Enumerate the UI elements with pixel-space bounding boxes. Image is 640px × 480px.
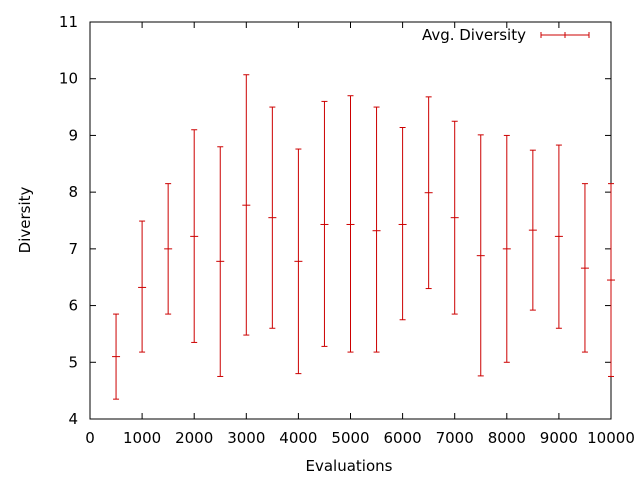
error-bar: [424, 96, 433, 290]
x-tick-label: 6000: [384, 429, 422, 447]
y-tick-label: 5: [68, 353, 78, 371]
error-bar: [268, 106, 277, 329]
error-bar: [372, 106, 381, 353]
error-bar: [242, 74, 251, 336]
error-bar: [580, 183, 589, 353]
x-tick-label: 5000: [331, 429, 369, 447]
y-tick-label: 9: [68, 126, 78, 144]
error-bar: [476, 134, 485, 377]
error-bar: [216, 146, 225, 377]
x-axis-label: Evaluations: [306, 457, 393, 475]
x-tick-label: 4000: [279, 429, 317, 447]
error-bar: [450, 120, 459, 315]
x-tick-label: 9000: [540, 429, 578, 447]
y-tick-label: 4: [68, 410, 78, 428]
error-bar: [398, 126, 407, 321]
error-bar: [190, 129, 199, 343]
error-bar: [294, 148, 303, 375]
error-bar: [164, 183, 173, 315]
x-tick-label: 8000: [488, 429, 526, 447]
x-tick-label: 10000: [587, 429, 635, 447]
x-tick-label: 2000: [175, 429, 213, 447]
y-tick-label: 6: [68, 297, 78, 315]
y-tick-label: 10: [59, 70, 78, 88]
axes: 0 1000 2000 3000 4000 5000 6000 7000 8000 9000 100…: [59, 13, 635, 447]
x-tick-label: 3000: [227, 429, 265, 447]
error-bar: [607, 183, 615, 377]
legend: Avg. Diversity: [422, 26, 590, 44]
error-bar: [138, 220, 147, 353]
y-tick-label: 7: [68, 240, 78, 258]
error-bar-series: [112, 74, 615, 400]
y-axis-label: Diversity: [16, 187, 34, 254]
error-bar: [320, 100, 329, 347]
y-tick-label: 11: [59, 13, 78, 31]
legend-label: Avg. Diversity: [422, 26, 526, 44]
error-bar: [502, 134, 511, 363]
error-bar: [554, 144, 563, 329]
error-bar: [112, 313, 121, 400]
x-tick-label: 7000: [436, 429, 474, 447]
error-bar: [346, 95, 355, 353]
x-tick-label: 1000: [123, 429, 161, 447]
error-bar: [528, 149, 537, 311]
x-tick-label: 0: [85, 429, 95, 447]
y-tick-label: 8: [68, 183, 78, 201]
